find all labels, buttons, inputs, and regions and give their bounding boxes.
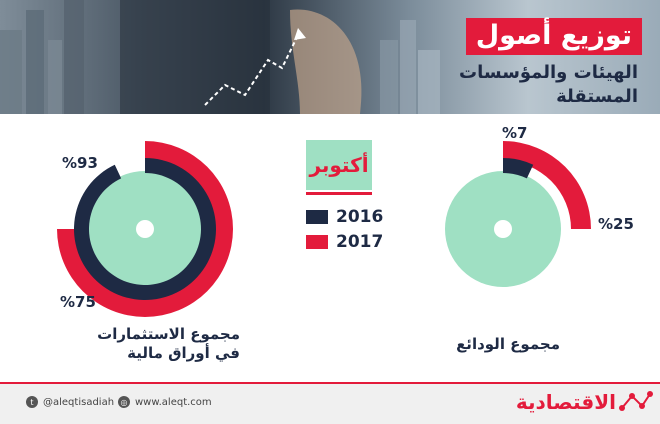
chart-deposits bbox=[445, 141, 591, 287]
data-label-deposits-2017: %25 bbox=[598, 215, 634, 233]
chart-title-investments: مجموع الاستثمارات في أوراق مالية bbox=[97, 325, 240, 362]
subtitle-line-1: الهيئات والمؤسسات bbox=[459, 62, 638, 83]
donut-charts bbox=[57, 141, 591, 317]
twitter-icon: t bbox=[26, 396, 38, 408]
data-label-investments-2017: %75 bbox=[60, 293, 96, 311]
arc-deposits-2016 bbox=[503, 158, 534, 179]
chart-title-deposits: مجموع الودائع bbox=[456, 335, 560, 353]
header-banner: توزيع أصول الهيئات والمؤسسات المستقلة bbox=[0, 0, 660, 114]
brand-network-icon bbox=[619, 391, 653, 411]
legend-label-2017: 2017 bbox=[336, 232, 384, 252]
title-box: توزيع أصول bbox=[465, 18, 642, 55]
donut-hole-deposits bbox=[494, 220, 512, 238]
donut-hole-investments bbox=[136, 220, 154, 238]
legend-item-2016: 2016 bbox=[306, 207, 383, 227]
subtitle-line-2: المستقلة bbox=[556, 86, 638, 107]
legend-divider bbox=[306, 192, 372, 195]
legend-title: أكتوبر bbox=[306, 140, 372, 190]
twitter-handle[interactable]: t @aleqtisadiah bbox=[26, 396, 114, 408]
website-link[interactable]: ◎ www.aleqt.com bbox=[118, 396, 212, 408]
brand-logo-text: الاقتصادية bbox=[515, 390, 616, 414]
legend-item-2017: 2017 bbox=[306, 232, 383, 252]
chart-investments bbox=[57, 141, 233, 317]
twitter-handle-text: @aleqtisadiah bbox=[43, 396, 115, 408]
globe-icon: ◎ bbox=[118, 396, 130, 408]
footer: t @aleqtisadiah ◎ www.aleqt.com الاقتصاد… bbox=[0, 382, 660, 424]
legend-label-2016: 2016 bbox=[336, 207, 384, 227]
website-link-text: www.aleqt.com bbox=[135, 396, 212, 408]
legend-swatch-2016 bbox=[306, 210, 328, 224]
legend-swatch-2017 bbox=[306, 235, 328, 249]
data-label-investments-2016: %93 bbox=[62, 154, 98, 172]
city-skyline-background bbox=[0, 0, 440, 114]
page-title: توزيع أصول bbox=[475, 20, 632, 51]
data-label-deposits-2016: %7 bbox=[502, 124, 528, 142]
